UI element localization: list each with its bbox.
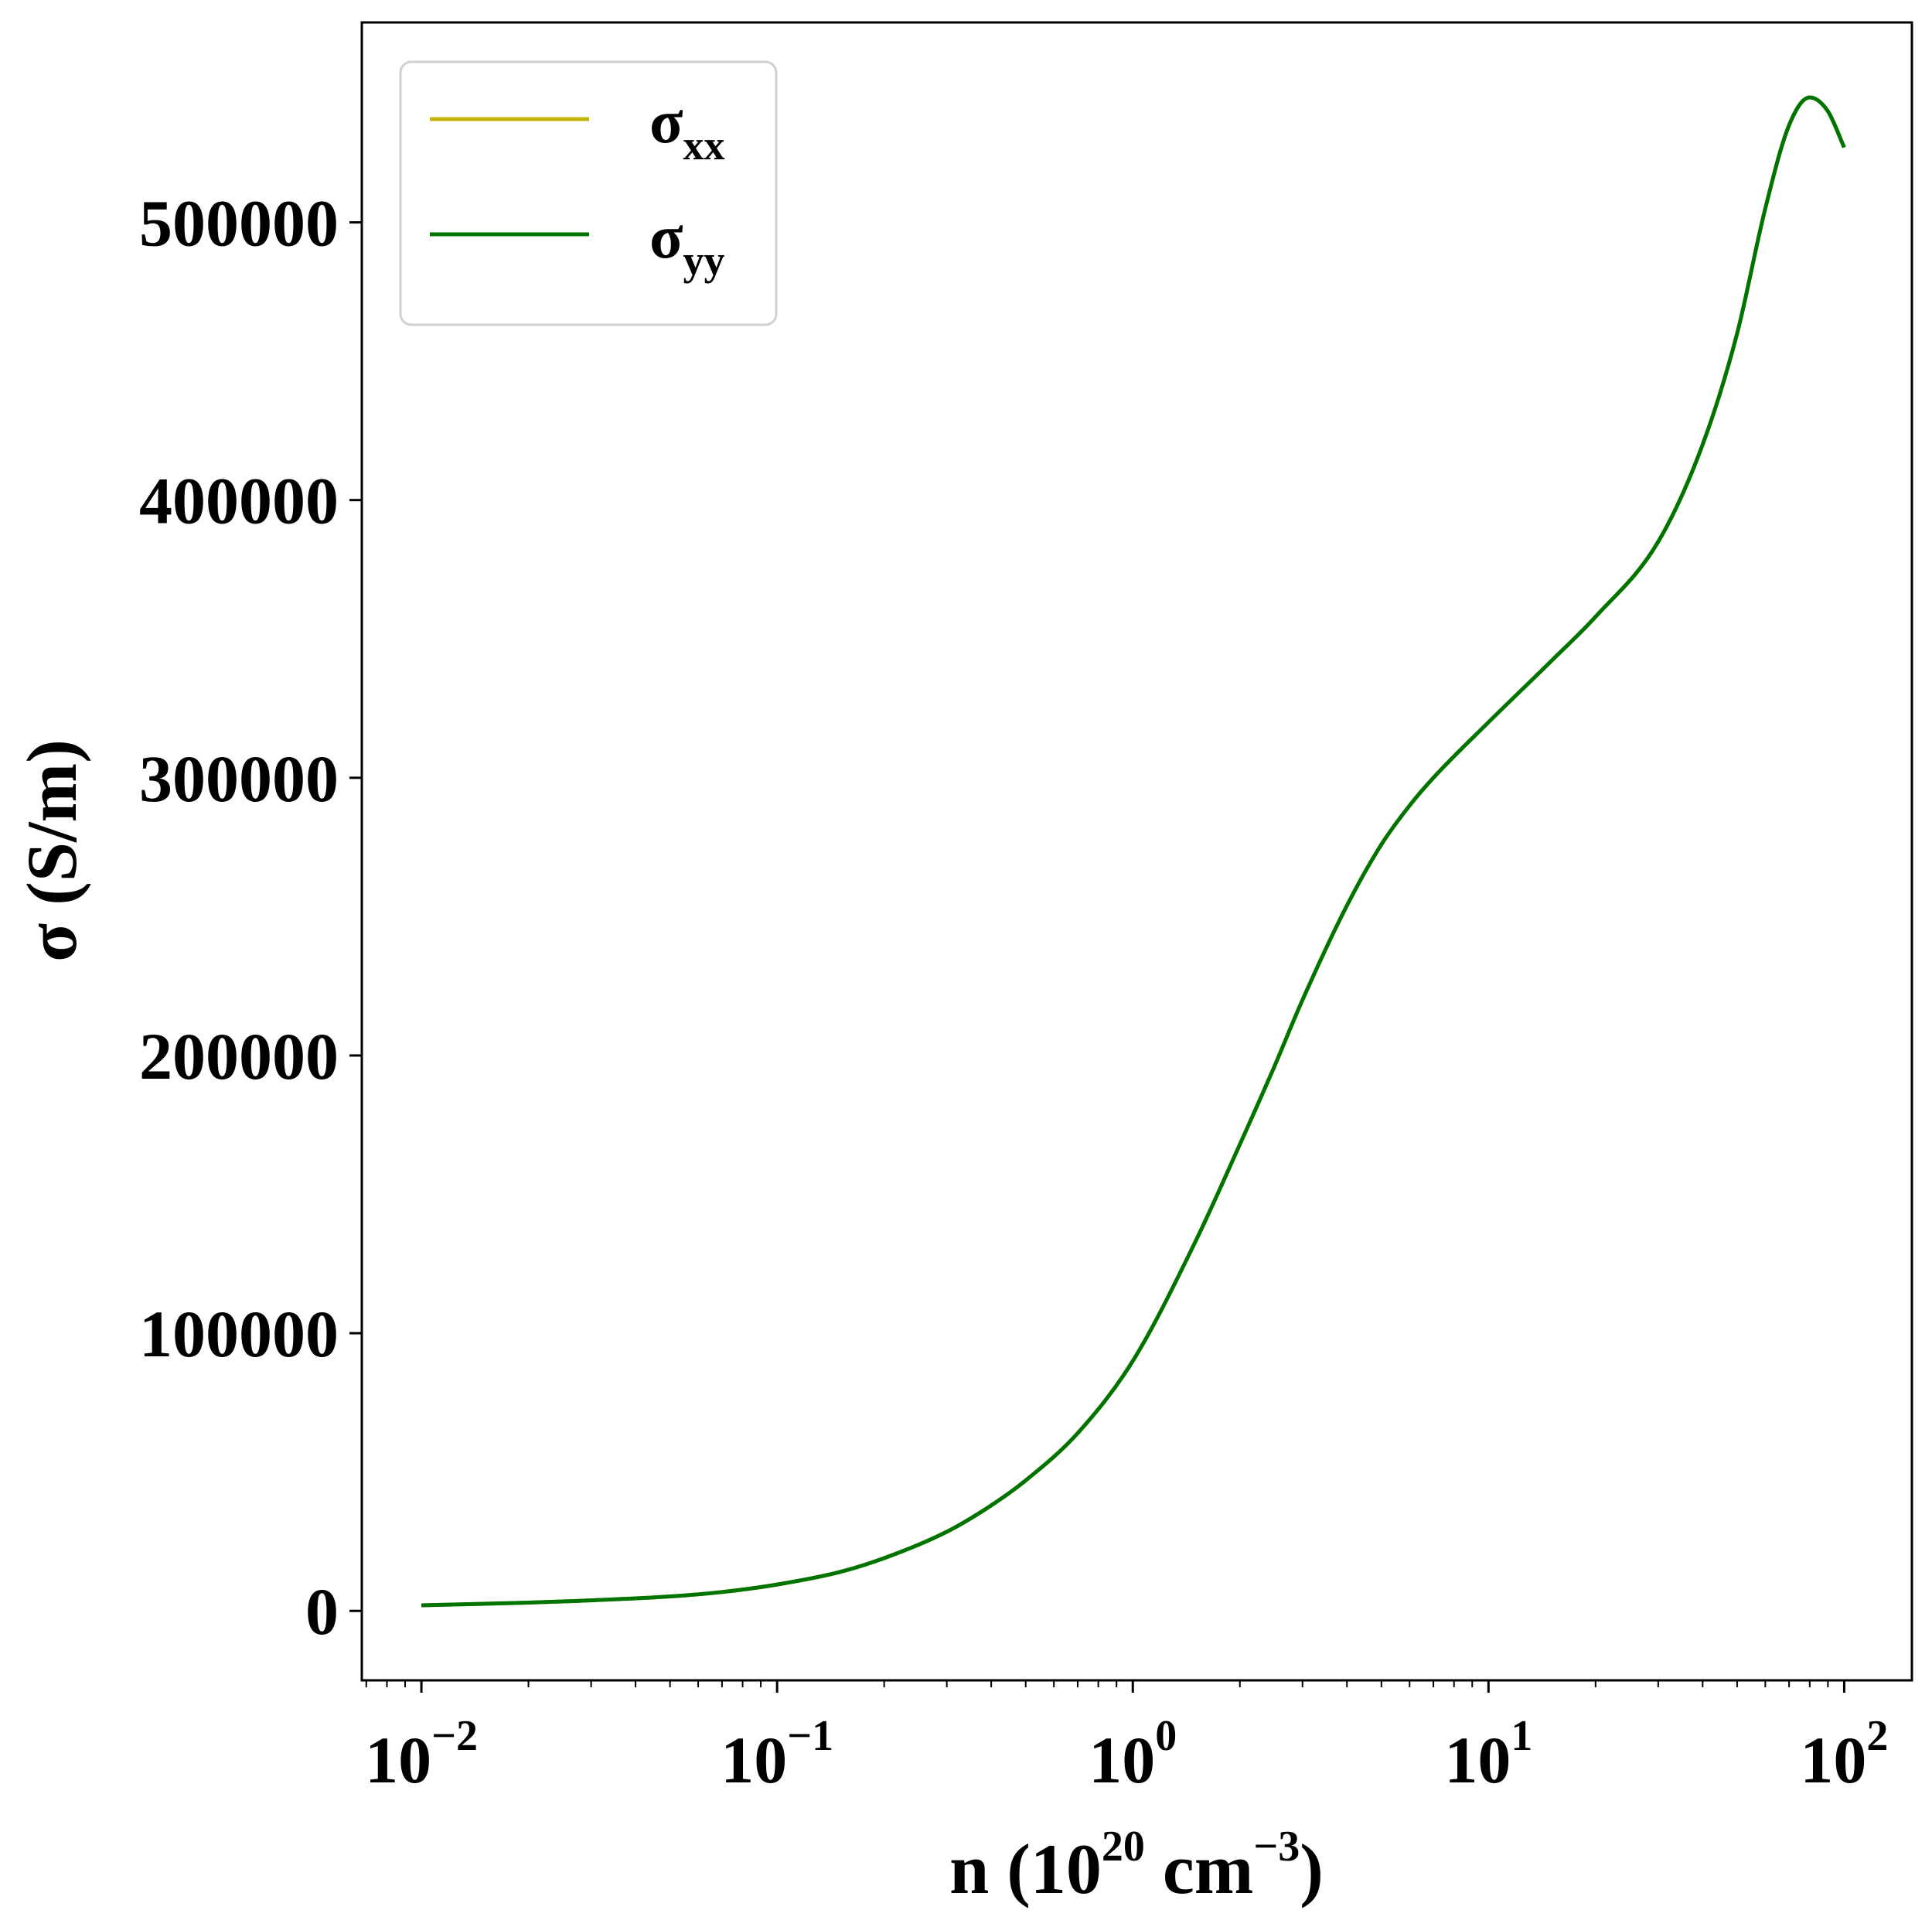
legend-label-sigma-yy: σyy [649,203,725,284]
x-tick-label: 101 [1444,1712,1532,1797]
y-tick-label: 100000 [139,1297,339,1371]
x-tick-label: 10−2 [365,1712,478,1797]
y-tick-label: 500000 [139,186,339,261]
x-axis-ticks: 10−2 10−1 100 101 102 [365,1680,1888,1797]
y-tick-label: 400000 [139,464,339,538]
y-tick-label: 200000 [139,1019,339,1093]
x-tick-label: 100 [1089,1712,1177,1797]
legend-frame [399,60,778,326]
y-axis-label: σ (S/m) [12,739,91,962]
x-minor-ticks [365,1680,1829,1687]
legend-label-sigma-xx: σxx [649,88,725,169]
x-axis-label: n (1020 cm−3) [949,1823,1324,1908]
series-line-yy [421,95,1846,1608]
x-tick-label: 10−1 [721,1712,833,1797]
legend: σxx σyy [399,60,778,326]
y-tick-label: 0 [305,1574,339,1649]
x-tick-label: 102 [1800,1712,1888,1797]
series-layer [421,95,1846,1608]
y-axis-ticks: 0 100000 200000 300000 400000 500000 [139,186,362,1649]
y-tick-label: 300000 [139,742,339,816]
